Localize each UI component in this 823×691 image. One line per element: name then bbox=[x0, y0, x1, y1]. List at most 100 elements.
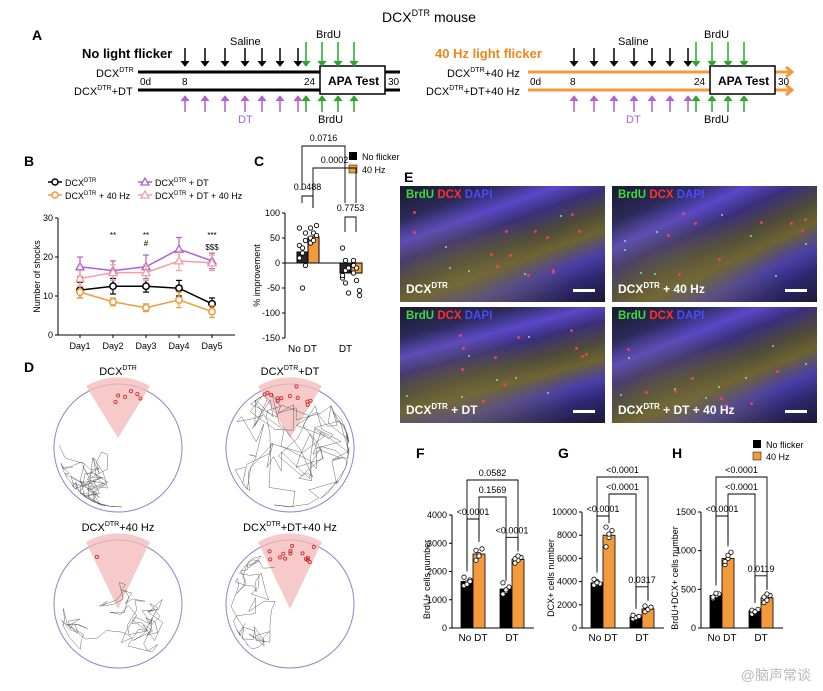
b-legend-label: DCXDTR + DT + 40 Hz bbox=[155, 191, 243, 201]
bar-p-value: 0.1569 bbox=[479, 485, 507, 495]
bar-data-point bbox=[476, 553, 482, 559]
cell-signal bbox=[509, 254, 512, 257]
b-legend-suffix: + DT bbox=[186, 178, 209, 188]
d-shock-marker bbox=[138, 396, 143, 401]
c-data-point bbox=[299, 285, 306, 291]
b-legend-text: DCX bbox=[155, 191, 174, 201]
d-trajectory bbox=[58, 445, 122, 508]
d-shock-marker bbox=[288, 551, 293, 556]
cell-signal bbox=[517, 336, 520, 339]
stain-label: DAPI bbox=[676, 189, 705, 201]
brdu-arrow-head bbox=[691, 60, 701, 67]
b-legend-marker bbox=[139, 189, 151, 199]
cell-signal bbox=[674, 388, 676, 390]
d-shock-zone bbox=[258, 533, 322, 609]
cell-signal bbox=[528, 336, 530, 338]
bar-x-tick-label: No DT bbox=[589, 633, 618, 644]
bar-bracket bbox=[635, 586, 649, 609]
cell-signal bbox=[678, 273, 681, 276]
d-title-suffix: +DT bbox=[298, 366, 319, 378]
d-shock-marker bbox=[135, 392, 140, 397]
cell-signal bbox=[804, 218, 807, 221]
panel-label-f: F bbox=[416, 445, 425, 461]
a-left-brdu-bottom: BrdU bbox=[318, 114, 343, 126]
brdu-arrow-head bbox=[301, 60, 311, 67]
bar-bracket bbox=[754, 575, 768, 603]
c-y-tick-label: -100 bbox=[262, 308, 280, 318]
label-sup: DTR bbox=[431, 402, 448, 411]
bar-data-point bbox=[725, 552, 731, 558]
a-right-apa-box bbox=[709, 65, 776, 95]
a-left-apa-label: APA Test bbox=[328, 74, 379, 88]
a-right-tail-1 bbox=[775, 65, 795, 79]
b-point bbox=[208, 307, 216, 316]
micrograph-panel: BrdU DCX DAPI DCXDTR + DT bbox=[400, 307, 605, 423]
cell-signal bbox=[581, 355, 584, 358]
bar bbox=[460, 580, 474, 629]
b-point bbox=[109, 297, 117, 306]
saline-arrow-head bbox=[665, 60, 675, 67]
stain-label: BrdU bbox=[406, 310, 438, 322]
bar-data-point bbox=[752, 609, 758, 615]
d-title-sup: DTR bbox=[284, 365, 298, 372]
d-shock-marker bbox=[267, 549, 272, 554]
c-p-value: 0.0002 bbox=[321, 155, 349, 165]
b-legend-text: DCX bbox=[65, 191, 84, 201]
bar-y-axis-label: BrdU+DCX+ cells number bbox=[670, 526, 680, 630]
saline-arrow-head bbox=[609, 60, 619, 67]
dt-arrow-head bbox=[200, 95, 210, 102]
micrograph-stain-legend: BrdU DCX DAPI bbox=[618, 310, 704, 322]
a-right-group-2: DCXDTR+DT+40 Hz bbox=[426, 85, 520, 98]
bar-bracket bbox=[466, 518, 480, 572]
bar-p-value: 0.0582 bbox=[479, 468, 507, 478]
bar-data-point bbox=[603, 524, 609, 530]
c-legend-swatch bbox=[349, 152, 357, 160]
cell-signal bbox=[571, 213, 574, 216]
label-text: DCX bbox=[618, 282, 644, 296]
bar-p-value: <0.0001 bbox=[496, 525, 529, 535]
bar-data-point bbox=[500, 580, 506, 586]
cell-signal bbox=[654, 273, 656, 275]
d-shock-marker bbox=[279, 396, 284, 401]
bar-y-tick-label: 1500 bbox=[676, 507, 696, 517]
b-point bbox=[142, 303, 150, 312]
panel-label-c: C bbox=[254, 153, 264, 169]
c-data-point bbox=[313, 232, 320, 239]
saline-arrow-head bbox=[589, 60, 599, 67]
b-legend-sup: DTR bbox=[174, 178, 187, 184]
label-suffix: + DT bbox=[447, 403, 478, 417]
cell-signal bbox=[547, 392, 549, 394]
a-right-arrows bbox=[569, 42, 749, 112]
bar-data-point bbox=[710, 594, 716, 600]
d-shock-marker bbox=[268, 557, 273, 562]
d-shock-marker bbox=[123, 394, 128, 399]
cell-signal bbox=[721, 214, 723, 216]
b-x-tick-label: Day3 bbox=[135, 341, 156, 351]
bar-p-value: <0.0001 bbox=[725, 482, 758, 492]
c-bracket bbox=[312, 167, 357, 208]
c-data-point bbox=[296, 255, 303, 261]
stain-label: BrdU bbox=[618, 310, 650, 322]
bar-data-point bbox=[636, 613, 642, 620]
cell-signal bbox=[468, 270, 470, 272]
a-left-day8: 8 bbox=[182, 77, 188, 88]
a-left-saline: Saline bbox=[230, 36, 261, 48]
b-significance: $$$ bbox=[205, 243, 219, 252]
panel-label-h: H bbox=[672, 445, 682, 461]
cell-signal bbox=[534, 230, 537, 233]
cell-signal bbox=[624, 249, 626, 251]
cell-signal bbox=[656, 231, 658, 233]
d-title-text: DCX bbox=[99, 366, 123, 378]
brdu-arrow-head bbox=[723, 95, 733, 102]
cell-signal bbox=[645, 391, 648, 394]
bar-p-value: <0.0001 bbox=[606, 465, 639, 475]
bar bbox=[590, 582, 604, 629]
b-legend-sup: DTR bbox=[84, 178, 97, 184]
saline-arrow-head bbox=[220, 60, 230, 67]
cell-signal bbox=[718, 386, 720, 388]
saline-arrow-head bbox=[647, 60, 657, 67]
b-significance: ** bbox=[143, 231, 149, 240]
cell-signal bbox=[461, 368, 464, 371]
c-bar-fill bbox=[297, 252, 308, 263]
